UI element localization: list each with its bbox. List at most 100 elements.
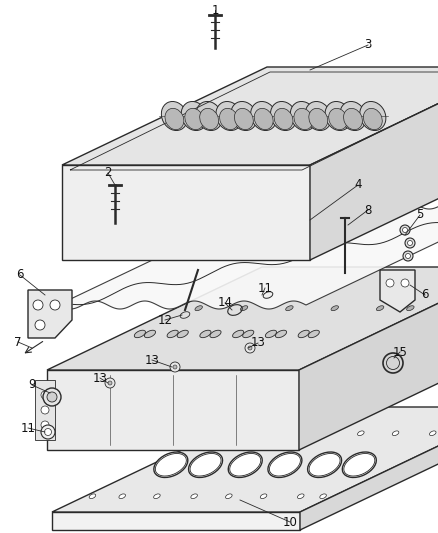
- Ellipse shape: [407, 240, 413, 246]
- Ellipse shape: [290, 101, 316, 131]
- Ellipse shape: [35, 320, 45, 330]
- Ellipse shape: [191, 494, 198, 498]
- Ellipse shape: [274, 108, 293, 130]
- Ellipse shape: [286, 431, 292, 435]
- Ellipse shape: [228, 452, 262, 478]
- Polygon shape: [300, 407, 438, 530]
- Ellipse shape: [189, 452, 223, 478]
- Ellipse shape: [200, 108, 219, 130]
- Ellipse shape: [180, 312, 190, 318]
- Ellipse shape: [286, 306, 293, 311]
- Polygon shape: [47, 267, 438, 370]
- Ellipse shape: [200, 330, 211, 338]
- Ellipse shape: [323, 431, 329, 435]
- Ellipse shape: [41, 391, 49, 399]
- Ellipse shape: [134, 330, 145, 338]
- Ellipse shape: [195, 306, 202, 311]
- Text: 5: 5: [416, 208, 424, 222]
- Ellipse shape: [343, 452, 376, 478]
- Ellipse shape: [41, 421, 49, 429]
- Ellipse shape: [340, 101, 366, 131]
- Text: 3: 3: [364, 38, 372, 52]
- Ellipse shape: [119, 494, 125, 498]
- Ellipse shape: [298, 330, 309, 338]
- Ellipse shape: [364, 108, 382, 130]
- Ellipse shape: [41, 425, 55, 439]
- Ellipse shape: [265, 330, 276, 338]
- Text: 1: 1: [211, 4, 219, 17]
- Ellipse shape: [305, 101, 331, 131]
- Ellipse shape: [403, 228, 407, 232]
- Ellipse shape: [233, 330, 244, 338]
- Ellipse shape: [343, 108, 362, 130]
- Text: 4: 4: [354, 179, 362, 191]
- Text: 6: 6: [16, 269, 24, 281]
- Polygon shape: [47, 370, 299, 450]
- Polygon shape: [58, 201, 438, 309]
- Ellipse shape: [43, 388, 61, 406]
- Text: 13: 13: [92, 372, 107, 384]
- Ellipse shape: [45, 429, 52, 435]
- Text: 13: 13: [145, 353, 159, 367]
- Ellipse shape: [294, 108, 313, 130]
- Polygon shape: [62, 165, 310, 260]
- Ellipse shape: [325, 101, 351, 131]
- Ellipse shape: [406, 306, 414, 311]
- Text: 12: 12: [158, 313, 173, 327]
- Text: 14: 14: [218, 296, 233, 310]
- Polygon shape: [310, 67, 438, 260]
- Ellipse shape: [47, 392, 57, 402]
- Text: 7: 7: [14, 335, 22, 349]
- Ellipse shape: [41, 406, 49, 414]
- Ellipse shape: [145, 330, 155, 338]
- Ellipse shape: [216, 101, 242, 131]
- Ellipse shape: [210, 330, 221, 338]
- Ellipse shape: [251, 431, 258, 435]
- Ellipse shape: [234, 108, 253, 130]
- Ellipse shape: [308, 330, 319, 338]
- Ellipse shape: [231, 101, 257, 131]
- Ellipse shape: [276, 330, 286, 338]
- Text: 15: 15: [392, 345, 407, 359]
- Ellipse shape: [105, 378, 115, 388]
- Ellipse shape: [401, 279, 409, 287]
- Ellipse shape: [177, 330, 188, 338]
- Polygon shape: [62, 67, 438, 165]
- Ellipse shape: [331, 306, 339, 311]
- Ellipse shape: [50, 300, 60, 310]
- Polygon shape: [299, 267, 438, 450]
- Ellipse shape: [357, 431, 364, 435]
- Text: 11: 11: [258, 281, 272, 295]
- Ellipse shape: [181, 101, 207, 131]
- Ellipse shape: [430, 431, 436, 435]
- Polygon shape: [380, 270, 415, 312]
- Ellipse shape: [251, 101, 277, 131]
- Ellipse shape: [263, 292, 273, 298]
- Ellipse shape: [406, 254, 410, 259]
- Text: 13: 13: [251, 336, 265, 350]
- Ellipse shape: [167, 330, 178, 338]
- Ellipse shape: [154, 494, 160, 498]
- Ellipse shape: [268, 452, 302, 478]
- Ellipse shape: [165, 108, 184, 130]
- Polygon shape: [52, 512, 300, 530]
- Ellipse shape: [403, 251, 413, 261]
- Ellipse shape: [108, 381, 112, 385]
- Ellipse shape: [33, 300, 43, 310]
- Ellipse shape: [254, 108, 273, 130]
- Ellipse shape: [320, 494, 326, 498]
- Ellipse shape: [173, 365, 177, 369]
- Text: 11: 11: [21, 422, 35, 434]
- Ellipse shape: [307, 452, 342, 478]
- Polygon shape: [52, 407, 438, 512]
- Ellipse shape: [376, 306, 384, 311]
- Text: 6: 6: [421, 288, 429, 302]
- Ellipse shape: [170, 362, 180, 372]
- Ellipse shape: [161, 101, 187, 131]
- Text: 9: 9: [28, 378, 36, 392]
- Ellipse shape: [185, 108, 204, 130]
- Polygon shape: [28, 290, 72, 338]
- Text: 8: 8: [364, 204, 372, 216]
- Ellipse shape: [271, 101, 297, 131]
- Ellipse shape: [392, 431, 399, 435]
